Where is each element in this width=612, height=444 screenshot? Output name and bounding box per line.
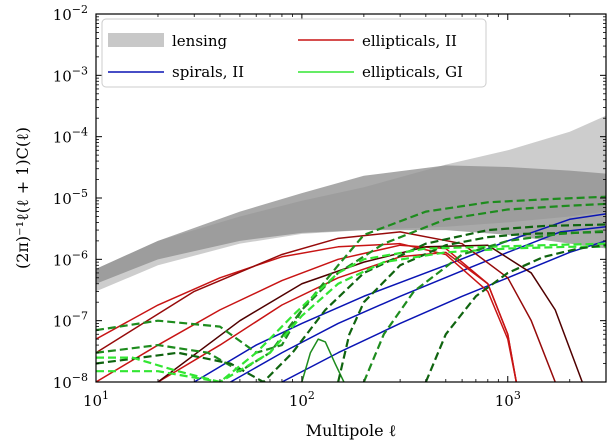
y-tick-label-1: 10−7 [53,310,88,331]
series-line-8 [301,338,345,382]
legend-label-ellipticals-ii: ellipticals, II [362,32,457,50]
series-line-12 [337,230,606,382]
series-line-2 [281,240,606,382]
series-line-6 [96,231,556,382]
y-axis-title: (2π)⁻¹ℓ(ℓ + 1)C(ℓ) [13,127,32,269]
series-layer [96,195,606,382]
legend-label-ellipticals-gi: ellipticals, GI [362,63,463,81]
series-line-16 [424,244,606,382]
y-tick-label-4: 10−4 [53,126,88,147]
series-line-9 [96,195,606,354]
series-line-14 [96,245,606,382]
legend-label-lensing: lensing [172,32,227,50]
series-line-10 [96,202,606,373]
legend: lensing spirals, II ellipticals, II elli… [101,18,487,88]
x-tick-label-1: 102 [289,389,315,410]
series-line-11 [96,223,606,382]
y-tick-label-5: 10−3 [53,64,88,85]
x-tick-label-0: 101 [83,389,109,410]
y-tick-label-2: 10−6 [53,248,88,269]
series-line-7 [157,244,583,382]
legend-box [101,18,487,88]
y-tick-label-3: 10−5 [53,187,88,208]
legend-swatch-lensing [108,33,164,47]
series-line-15 [362,229,606,382]
x-tick-label-2: 103 [495,389,521,410]
series-line-3 [96,242,518,382]
y-tick-label-6: 10−2 [53,3,88,24]
x-axis-title: Multipole ℓ [306,421,397,440]
lensing-band-1 [96,165,606,284]
y-tick-label-0: 10−8 [53,371,88,392]
legend-label-spirals-ii: spirals, II [172,63,244,81]
bands-layer [96,115,606,292]
ticks-layer: 101 102 103 10−8 10−7 10−6 10−5 10−4 10−3 10−2 [53,3,607,410]
